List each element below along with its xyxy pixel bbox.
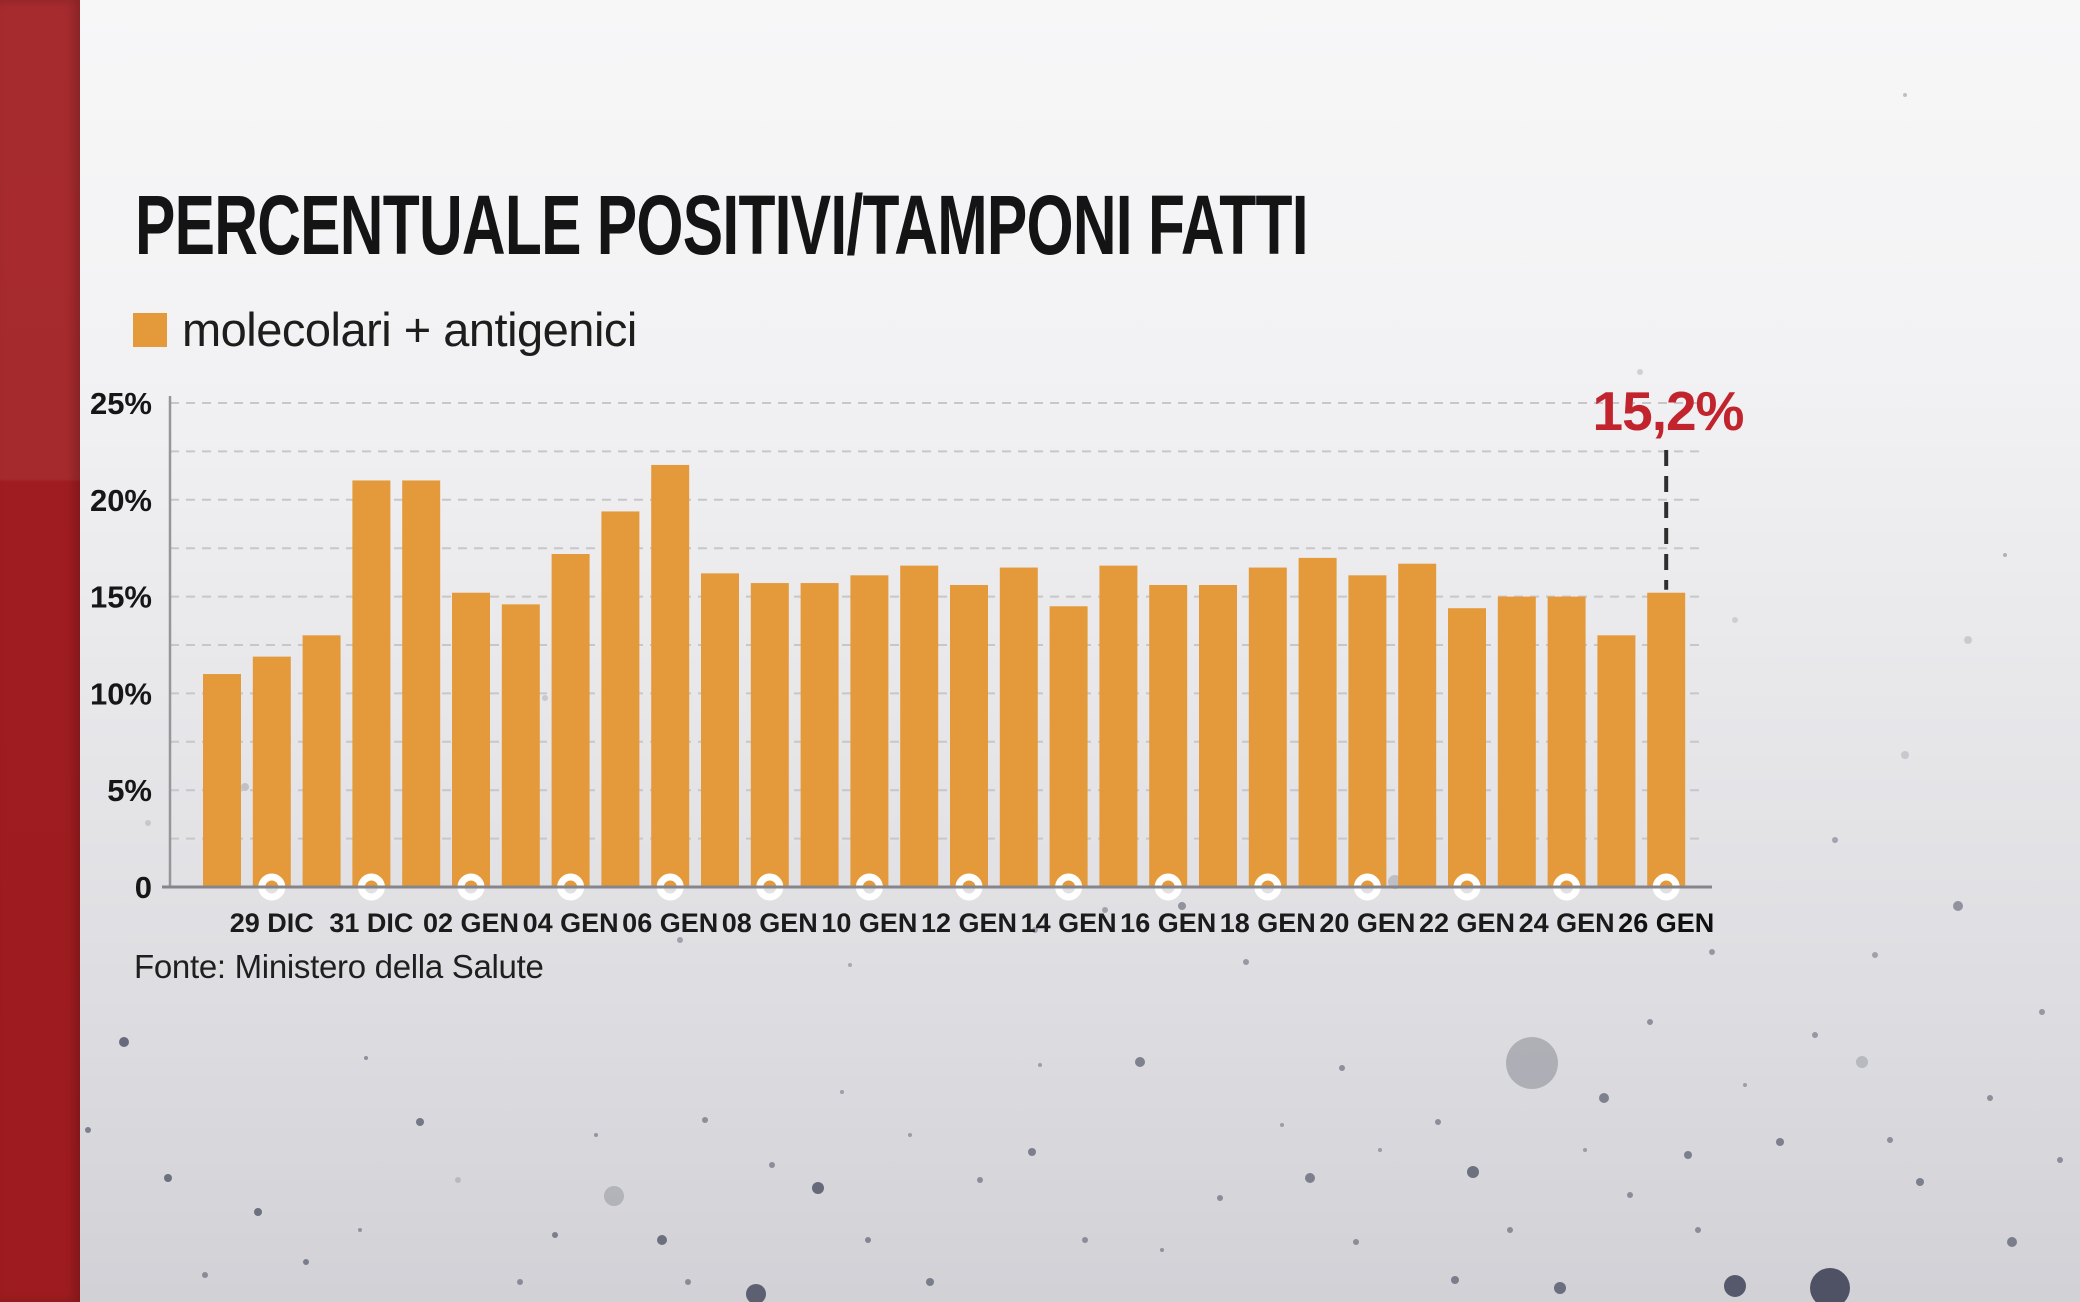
legend: molecolari + antigenici bbox=[133, 306, 637, 353]
x-tick-label: 22 GEN bbox=[1419, 908, 1515, 938]
x-tick-label: 02 GEN bbox=[423, 908, 519, 938]
legend-label: molecolari + antigenici bbox=[182, 303, 637, 356]
x-tick-label: 24 GEN bbox=[1519, 908, 1615, 938]
x-tick-label: 20 GEN bbox=[1319, 908, 1415, 938]
x-tick-label: 18 GEN bbox=[1220, 908, 1316, 938]
y-tick-label: 25% bbox=[90, 386, 152, 421]
bar bbox=[1547, 596, 1586, 887]
bar bbox=[800, 583, 839, 887]
tick-labels-layer: 25%20%15%10%5%029 DIC 31 DIC 02 GEN 04 GEN 0… bbox=[90, 386, 1714, 938]
x-tick-label: 14 GEN bbox=[1021, 908, 1117, 938]
x-tick-label: 10 GEN bbox=[821, 908, 917, 938]
bars-layer bbox=[203, 464, 1686, 887]
bar bbox=[950, 584, 988, 887]
bar bbox=[1348, 575, 1387, 887]
x-tick-label: 31 DIC bbox=[329, 908, 413, 938]
y-tick-label: 20% bbox=[90, 483, 152, 518]
left-red-stripe bbox=[0, 0, 80, 1302]
annotation-value-label: 15,2% bbox=[1593, 380, 1744, 442]
bar bbox=[1149, 584, 1188, 887]
bar bbox=[1597, 635, 1636, 887]
bar bbox=[1647, 592, 1686, 887]
bar bbox=[352, 480, 391, 887]
x-tick-label: 26 GEN bbox=[1618, 908, 1714, 938]
bar bbox=[601, 511, 640, 887]
bar bbox=[999, 567, 1038, 887]
x-tick-label: 06 GEN bbox=[622, 908, 718, 938]
bar bbox=[750, 583, 789, 887]
x-tick-label: 04 GEN bbox=[523, 908, 619, 938]
source-note: Fonte: Ministero della Salute bbox=[134, 948, 544, 985]
bar bbox=[1248, 567, 1287, 887]
bar bbox=[203, 674, 241, 887]
y-tick-label: 5% bbox=[107, 773, 152, 808]
bar bbox=[452, 592, 490, 887]
y-tick-label: 15% bbox=[90, 580, 152, 615]
axes-layer bbox=[162, 396, 1712, 901]
x-tick-label: 12 GEN bbox=[921, 908, 1017, 938]
bar bbox=[1049, 606, 1088, 887]
y-tick-label: 0 bbox=[135, 870, 152, 905]
bar bbox=[551, 554, 590, 887]
bar bbox=[651, 464, 690, 887]
bar bbox=[501, 604, 540, 887]
x-tick-label: 08 GEN bbox=[722, 908, 818, 938]
bar bbox=[402, 480, 441, 887]
bar bbox=[701, 573, 739, 887]
bar bbox=[1398, 563, 1437, 887]
legend-swatch-icon bbox=[133, 312, 167, 347]
x-tick-label: 16 GEN bbox=[1120, 908, 1216, 938]
page-title: PERCENTUALE POSITIVI/TAMPONI FATTI bbox=[135, 178, 1309, 272]
bar bbox=[302, 635, 341, 887]
bar bbox=[1298, 557, 1337, 887]
bar bbox=[900, 565, 939, 887]
bar bbox=[850, 575, 889, 887]
bar bbox=[1497, 596, 1536, 887]
y-tick-label: 10% bbox=[90, 676, 152, 711]
x-tick-label: 29 DIC bbox=[230, 908, 314, 938]
bar bbox=[1448, 608, 1486, 887]
bar bbox=[1199, 584, 1237, 887]
bar bbox=[252, 656, 291, 887]
bar bbox=[1099, 565, 1138, 887]
